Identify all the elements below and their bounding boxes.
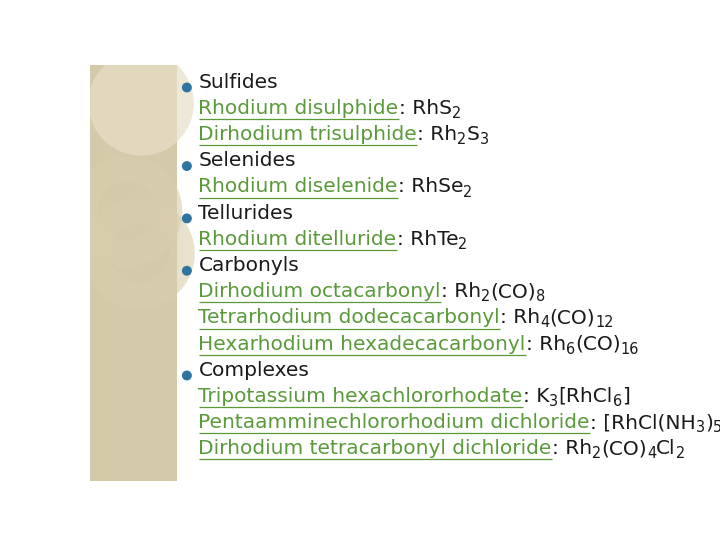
Text: : RhSe: : RhSe [398,178,464,197]
Text: Pentaamminechlororhodium dichloride: Pentaamminechlororhodium dichloride [199,413,590,432]
Text: (CO): (CO) [549,308,595,327]
Text: Selenides: Selenides [199,151,296,170]
Text: 2: 2 [451,106,461,121]
Text: : Rh: : Rh [441,282,481,301]
Text: 6: 6 [566,342,575,357]
Text: 16: 16 [621,342,639,357]
Text: 2: 2 [592,447,601,461]
Text: 4: 4 [647,447,656,461]
Text: Dirhodium trisulphide: Dirhodium trisulphide [199,125,418,144]
Text: : Rh: : Rh [500,308,540,327]
Text: 4: 4 [540,315,549,330]
Text: Tripotassium hexachlororhodate: Tripotassium hexachlororhodate [199,387,523,406]
Text: : [RhCl(NH: : [RhCl(NH [590,413,696,432]
Text: 3: 3 [480,132,489,147]
Circle shape [183,162,191,170]
Text: 8: 8 [536,289,545,305]
Text: : RhTe: : RhTe [397,230,458,249]
Text: 6: 6 [613,394,622,409]
Text: Sulfides: Sulfides [199,73,278,92]
Text: 2: 2 [458,237,467,252]
Circle shape [183,267,191,275]
Text: 3: 3 [696,420,705,435]
Text: 2: 2 [675,447,685,461]
Bar [90,65,177,481]
Text: 5: 5 [713,420,720,435]
Text: Cl: Cl [656,439,675,458]
Text: Carbonyls: Carbonyls [199,256,300,275]
Circle shape [183,372,191,380]
Text: Rhodium disulphide: Rhodium disulphide [199,99,399,118]
Text: Rhodium diselenide: Rhodium diselenide [199,178,398,197]
Text: : Rh: : Rh [418,125,457,144]
Text: 2: 2 [464,185,472,200]
Circle shape [89,51,194,156]
Text: ]: ] [622,387,629,406]
Text: : Rh: : Rh [552,439,592,458]
Text: 2: 2 [457,132,467,147]
Text: : Rh: : Rh [526,335,566,354]
Text: (CO): (CO) [601,439,647,458]
Text: Dirhodium octacarbonyl: Dirhodium octacarbonyl [199,282,441,301]
Text: : RhS: : RhS [399,99,451,118]
Circle shape [183,83,191,92]
Text: (CO): (CO) [490,282,536,301]
Text: : K: : K [523,387,549,406]
Text: 3: 3 [549,394,559,409]
Text: S: S [467,125,480,144]
Text: 12: 12 [595,315,613,330]
Text: (CO): (CO) [575,335,621,354]
Circle shape [183,214,191,222]
Text: 2: 2 [481,289,490,305]
Text: Tetrarhodium dodecacarbonyl: Tetrarhodium dodecacarbonyl [199,308,500,327]
Text: ): ) [705,413,713,432]
Text: Hexarhodium hexadecacarbonyl: Hexarhodium hexadecacarbonyl [199,335,526,354]
Text: Tellurides: Tellurides [199,204,294,222]
Text: [RhCl: [RhCl [559,387,613,406]
Text: Rhodium ditelluride: Rhodium ditelluride [199,230,397,249]
Text: Dirhodium tetracarbonyl dichloride: Dirhodium tetracarbonyl dichloride [199,439,552,458]
Text: Complexes: Complexes [199,361,310,380]
